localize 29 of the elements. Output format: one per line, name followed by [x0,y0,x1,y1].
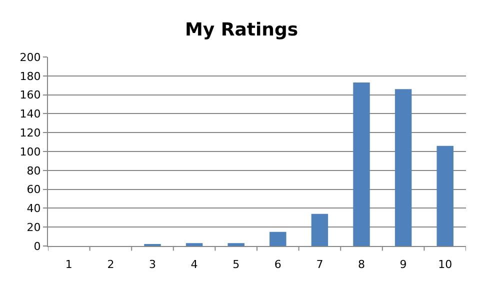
x-tick-label: 8 [358,258,365,272]
x-tick-label: 9 [400,258,407,272]
x-tick-label: 3 [149,258,156,272]
y-tick-label: 100 [20,145,41,158]
y-tick-label: 120 [20,126,41,140]
bar [228,243,244,246]
bar [270,232,286,246]
y-tick-label: 0 [34,240,41,253]
y-tick-label: 160 [20,88,41,102]
y-tick-label: 40 [26,202,41,216]
y-tick-label: 80 [26,164,41,178]
bar [436,146,454,246]
y-tick-label: 20 [26,220,41,234]
y-tick-label: 60 [26,183,41,196]
bar [353,82,370,246]
x-tick-label: 7 [316,258,324,272]
x-tick-label: 1 [65,258,72,272]
x-tick-label: 10 [438,258,452,272]
bar [394,89,412,246]
x-tick-label: 5 [232,258,240,272]
bar [311,214,328,246]
y-tick-label: 180 [20,70,41,83]
x-tick-label: 4 [190,258,198,272]
x-tick-label: 6 [274,258,282,272]
y-tick-label: 140 [20,108,41,121]
y-tick-label: 200 [20,50,41,64]
bar [186,243,203,246]
x-tick-label: 2 [107,258,114,272]
chart-title: My Ratings [184,19,298,40]
